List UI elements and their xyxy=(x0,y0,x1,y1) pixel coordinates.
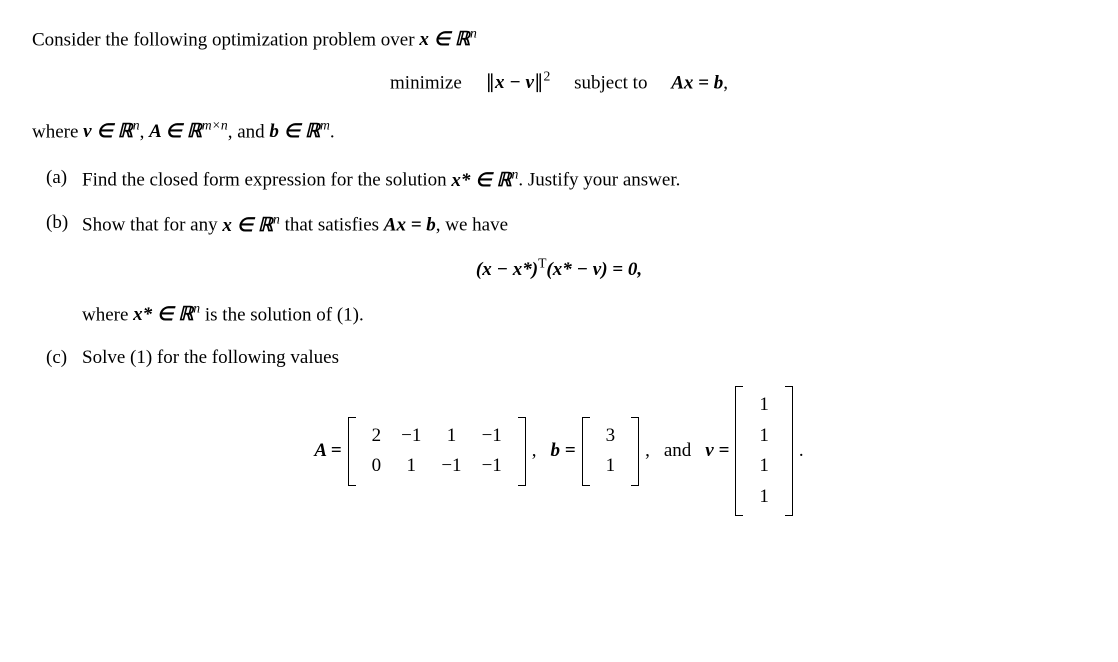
part-a-post: . Justify your answer. xyxy=(518,170,680,191)
where-period: . xyxy=(330,121,335,142)
part-b-pre: Show that for any xyxy=(82,215,222,236)
part-b: (b) Show that for any x ∈ ℝn that satisf… xyxy=(32,209,1086,240)
matrix-A: 2−11−1 01−1−1 xyxy=(348,417,526,486)
part-b-where-xstar: x* ∈ ℝ xyxy=(133,304,193,325)
A-1-3: −1 xyxy=(472,451,512,482)
norm-l: ∥ xyxy=(486,72,496,93)
v-3: 1 xyxy=(749,482,779,513)
part-c-label: (c) xyxy=(46,344,82,373)
part-c-body: Solve (1) for the following values xyxy=(82,344,1086,373)
matrix-v: 1 1 1 1 xyxy=(735,386,793,516)
part-b-label: (b) xyxy=(46,209,82,240)
A-0-2: 1 xyxy=(431,421,471,452)
where-prefix: where xyxy=(32,121,83,142)
part-a-xstar: x* ∈ ℝ xyxy=(451,170,511,191)
intro-prefix: Consider the following optimization prob… xyxy=(32,29,419,50)
part-b-x: x ∈ ℝ xyxy=(222,215,273,236)
part-b-where-pre: where xyxy=(82,304,133,325)
matrix-definitions: A = 2−11−1 01−1−1 , b = 3 1 , and v = 1 … xyxy=(32,386,1086,516)
matrix-b: 3 1 xyxy=(582,417,640,486)
orth-r: (x* − v) = 0, xyxy=(546,259,642,280)
part-b-constraint: Ax = b xyxy=(384,215,436,236)
b-1: 1 xyxy=(596,451,626,482)
where-A-sup: m×n xyxy=(202,118,228,133)
comma-2: , xyxy=(645,437,650,466)
part-a: (a) Find the closed form expression for … xyxy=(32,164,1086,195)
part-c: (c) Solve (1) for the following values xyxy=(32,344,1086,373)
v-eq: v = xyxy=(705,437,729,466)
part-b-post: , we have xyxy=(436,215,508,236)
A-0-3: −1 xyxy=(472,421,512,452)
part-a-label: (a) xyxy=(46,164,82,195)
A-0-0: 2 xyxy=(362,421,392,452)
constraint: Ax = b xyxy=(671,72,723,93)
norm-r: ∥ xyxy=(534,72,544,93)
comma-1: , xyxy=(532,437,537,466)
part-a-pre: Find the closed form expression for the … xyxy=(82,170,451,191)
where-b-sup: m xyxy=(320,118,330,133)
v-2: 1 xyxy=(749,451,779,482)
A-eq: A = xyxy=(314,437,341,466)
subject-to-label: subject to xyxy=(574,72,647,93)
eq-comma: , xyxy=(723,72,728,93)
b-0: 3 xyxy=(596,421,626,452)
objective: x − v xyxy=(495,72,534,93)
orthogonality-equation: (x − x*)T(x* − v) = 0, xyxy=(32,254,1086,285)
A-1-0: 0 xyxy=(362,451,392,482)
where-b: b ∈ ℝ xyxy=(269,121,320,142)
where-A: A ∈ ℝ xyxy=(149,121,202,142)
b-eq: b = xyxy=(551,437,576,466)
and-label: and xyxy=(664,437,691,466)
intro-line: Consider the following optimization prob… xyxy=(32,24,1086,55)
minimize-label: minimize xyxy=(390,72,462,93)
intro-var: x ∈ ℝ xyxy=(419,29,470,50)
where-v: v ∈ ℝ xyxy=(83,121,133,142)
period-final: . xyxy=(799,437,804,466)
A-0-1: −1 xyxy=(391,421,431,452)
part-b-where-post: is the solution of (1). xyxy=(200,304,364,325)
intro-sup: n xyxy=(470,26,477,41)
orth-l: (x − x*) xyxy=(476,259,538,280)
optimization-equation: minimize ∥x − v∥2 subject to Ax = b, xyxy=(32,67,1086,98)
part-b-where: where x* ∈ ℝn is the solution of (1). xyxy=(32,299,1086,330)
part-b-x-sup: n xyxy=(273,211,280,226)
v-0: 1 xyxy=(749,390,779,421)
v-1: 1 xyxy=(749,421,779,452)
obj-sup: 2 xyxy=(544,69,551,84)
part-b-mid: that satisfies xyxy=(280,215,384,236)
where-line: where v ∈ ℝn, A ∈ ℝm×n, and b ∈ ℝm. xyxy=(32,116,1086,147)
part-b-body: Show that for any x ∈ ℝn that satisfies … xyxy=(82,209,1086,240)
A-1-1: 1 xyxy=(391,451,431,482)
A-1-2: −1 xyxy=(431,451,471,482)
part-c-text: Solve (1) for the following values xyxy=(82,347,339,368)
part-a-body: Find the closed form expression for the … xyxy=(82,164,1086,195)
where-v-sup: n xyxy=(133,118,140,133)
